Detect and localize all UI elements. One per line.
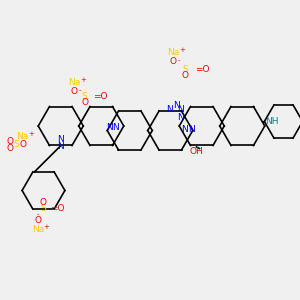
Text: =O: =O (93, 92, 107, 101)
Text: N: N (57, 142, 63, 151)
Text: N: N (173, 101, 179, 110)
Text: N: N (181, 124, 188, 134)
Text: S: S (40, 204, 46, 213)
Text: O: O (6, 136, 14, 146)
Text: OH: OH (190, 147, 203, 156)
Text: N: N (178, 105, 184, 114)
Text: Na: Na (68, 78, 80, 87)
Text: S: S (182, 64, 188, 74)
Text: -: - (78, 87, 81, 93)
Text: O: O (71, 87, 78, 96)
Text: N: N (178, 112, 184, 122)
Text: O: O (19, 140, 26, 149)
Text: +: + (80, 77, 86, 83)
Text: NH: NH (266, 117, 279, 126)
Text: N: N (166, 105, 173, 114)
Text: O: O (40, 198, 47, 207)
Text: O: O (170, 57, 177, 66)
Text: =O: =O (50, 204, 65, 213)
Text: =O: =O (195, 64, 209, 74)
Text: Na: Na (167, 48, 179, 57)
Text: -: - (37, 211, 40, 217)
Text: Na: Na (16, 132, 28, 141)
Text: -: - (178, 57, 181, 63)
Text: N: N (106, 123, 113, 132)
Text: +: + (44, 224, 50, 230)
Text: N: N (188, 124, 194, 134)
Text: Na: Na (32, 225, 44, 234)
Text: O: O (6, 144, 14, 153)
Text: N: N (112, 123, 119, 132)
Text: +: + (28, 131, 34, 137)
Text: S: S (14, 140, 20, 149)
Text: N: N (57, 135, 63, 144)
Text: +: + (179, 47, 185, 53)
Text: O: O (35, 216, 42, 225)
Text: S: S (82, 92, 88, 101)
Text: O: O (182, 71, 189, 80)
Text: O: O (81, 98, 88, 107)
